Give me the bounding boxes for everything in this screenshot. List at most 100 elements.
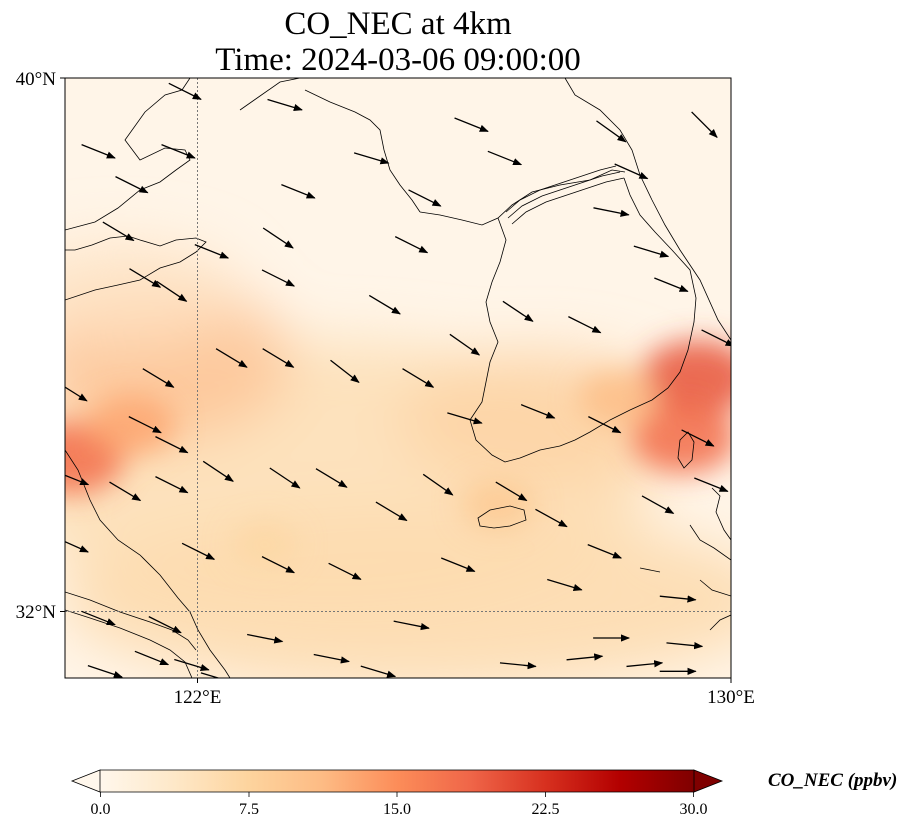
colorbar-tick-0: 0.0 (91, 801, 111, 818)
wind-arrow-67 (499, 662, 537, 670)
wind-arrow-36 (588, 416, 622, 434)
concentration-field (65, 78, 731, 678)
wind-arrow-30 (330, 359, 360, 383)
wind-arrow-75 (134, 650, 170, 666)
wind-arrow-17 (194, 244, 230, 259)
wind-arrow-65 (666, 642, 704, 650)
concentration-hotspot-5 (461, 479, 535, 530)
wind-arrow-61 (148, 616, 182, 634)
wind-arrow-71 (626, 660, 664, 668)
wind-arrow-74 (174, 658, 210, 671)
wind-arrow-5 (81, 144, 116, 159)
wind-arrow-51 (535, 508, 568, 528)
colorbar-label: CO_NEC (ppbv) (768, 770, 898, 791)
colorbar-tick-3: 22.5 (532, 801, 560, 818)
tick-label-lat-32n: 32°N (16, 602, 57, 623)
wind-arrow-53 (181, 542, 216, 560)
colorbar-tick-4: 30.0 (680, 801, 708, 818)
wind-arrow-45 (495, 481, 528, 502)
wind-arrow-50 (375, 501, 408, 522)
colorbar-extend-low (70, 769, 101, 793)
wind-arrow-15 (262, 227, 294, 249)
coastline-china-north (65, 78, 191, 231)
wind-arrow-9 (614, 163, 649, 180)
coastline-korea-border (505, 165, 625, 225)
wind-arrow-19 (129, 268, 162, 288)
coastlines (65, 78, 731, 678)
wind-arrow-39 (155, 436, 189, 454)
coastline-kyushu (639, 487, 731, 631)
wind-arrow-59 (659, 595, 697, 603)
wind-arrow-49 (109, 481, 142, 502)
wind-arrow-22 (156, 280, 188, 302)
wind-arrow-21 (654, 277, 689, 292)
wind-arrow-31 (142, 368, 175, 388)
wind-arrow-41 (269, 467, 301, 489)
colorbar-gradient (100, 770, 694, 792)
map-title-line1: CO_NEC at 4km (284, 6, 512, 42)
wind-vectors (65, 82, 731, 678)
wind-arrow-43 (65, 474, 90, 486)
wind-arrow-68 (87, 665, 123, 678)
wind-arrow-12 (408, 189, 442, 207)
wind-arrow-7 (353, 152, 390, 165)
wind-arrow-4 (691, 111, 718, 139)
wind-arrow-3 (596, 120, 627, 143)
coastline-liaodong (239, 78, 421, 213)
wind-arrow-28 (215, 348, 248, 368)
wind-arrow-55 (587, 544, 623, 559)
wind-arrow-24 (502, 300, 534, 322)
wind-arrow-16 (394, 236, 429, 254)
colorbar-tick-2: 15.0 (383, 801, 411, 818)
wind-arrow-38 (681, 429, 715, 447)
wind-arrow-29 (262, 348, 295, 368)
wind-arrow-0 (168, 82, 202, 100)
wind-arrow-11 (281, 184, 316, 199)
wind-arrow-18 (633, 245, 670, 258)
wind-arrow-47 (694, 477, 729, 492)
wind-arrow-33 (65, 386, 88, 402)
wind-arrow-1 (267, 98, 303, 111)
colorbar: 0.0 7.5 15.0 22.5 30.0 (70, 769, 724, 818)
coastline-shandong (65, 235, 207, 301)
wind-arrow-40 (202, 460, 234, 482)
concentration-hotspot-6 (232, 522, 298, 568)
tick-label-lon-122e: 122°E (174, 687, 222, 708)
wind-arrow-20 (261, 269, 296, 287)
wind-arrow-35 (447, 412, 483, 425)
wind-arrow-13 (593, 207, 630, 217)
colorbar-tick-1: 7.5 (239, 801, 259, 818)
concentration-hotspot-2 (641, 340, 731, 416)
concentration-hotspot-1 (88, 395, 175, 455)
wind-arrow-54 (440, 557, 476, 572)
wind-arrow-60 (81, 610, 116, 626)
wind-arrow-57 (328, 562, 362, 580)
wind-arrow-56 (261, 556, 296, 574)
wind-arrow-44 (422, 473, 454, 496)
coastline-jiangsu (65, 449, 231, 678)
wind-arrow-26 (701, 329, 731, 347)
tick-label-lat-40n: 40°N (16, 69, 57, 90)
wind-arrow-14 (102, 221, 135, 242)
gridlines (65, 78, 731, 678)
wind-arrow-37 (128, 416, 162, 434)
wind-arrow-48 (155, 476, 189, 494)
wind-arrow-10 (115, 176, 149, 194)
wind-arrow-23 (368, 294, 401, 315)
wind-arrow-52 (65, 540, 89, 553)
tick-label-lon-130e: 130°E (707, 687, 755, 708)
coastline-tsushima (677, 431, 695, 469)
wind-arrow-73 (566, 653, 604, 661)
axis-ticks (60, 77, 732, 683)
wind-arrow-27 (449, 333, 481, 356)
wind-arrow-66 (313, 653, 350, 664)
wind-arrow-69 (200, 672, 237, 678)
coastline-jeju (477, 505, 527, 529)
wind-arrow-32 (402, 368, 435, 388)
map-title-line2: Time: 2024-03-06 09:00:00 (215, 42, 581, 78)
wind-arrow-62 (247, 633, 284, 644)
coastline-korea-west (419, 169, 626, 463)
map-frame (64, 77, 732, 679)
wind-arrow-6 (161, 144, 196, 159)
wind-arrow-2 (454, 117, 489, 132)
